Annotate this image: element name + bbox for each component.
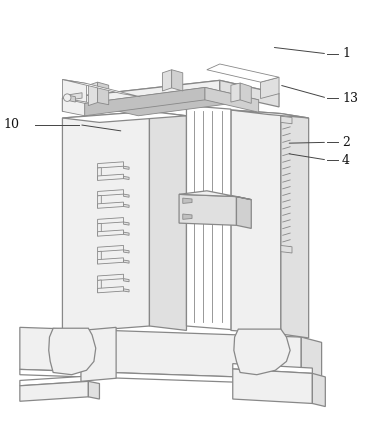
- Polygon shape: [98, 251, 101, 264]
- Polygon shape: [186, 106, 231, 329]
- Polygon shape: [281, 246, 292, 253]
- Polygon shape: [81, 327, 116, 381]
- Polygon shape: [98, 258, 124, 264]
- Polygon shape: [124, 176, 129, 179]
- Polygon shape: [261, 77, 279, 99]
- Polygon shape: [67, 93, 82, 100]
- Polygon shape: [62, 80, 220, 111]
- Text: 10: 10: [4, 118, 20, 131]
- Polygon shape: [49, 328, 96, 375]
- Text: 2: 2: [342, 136, 350, 149]
- Polygon shape: [233, 369, 312, 404]
- Polygon shape: [62, 98, 85, 116]
- Polygon shape: [207, 64, 279, 82]
- Polygon shape: [20, 376, 88, 386]
- Polygon shape: [162, 70, 172, 91]
- Polygon shape: [98, 162, 124, 168]
- Polygon shape: [183, 198, 192, 203]
- Polygon shape: [231, 110, 281, 334]
- Polygon shape: [124, 166, 129, 169]
- Text: 4: 4: [342, 154, 350, 166]
- Polygon shape: [62, 79, 86, 102]
- Polygon shape: [149, 111, 186, 330]
- Polygon shape: [179, 191, 251, 200]
- Polygon shape: [124, 204, 129, 207]
- Polygon shape: [85, 87, 205, 116]
- Text: 1: 1: [342, 48, 350, 60]
- Polygon shape: [98, 287, 124, 293]
- Polygon shape: [98, 195, 101, 208]
- Polygon shape: [183, 214, 192, 219]
- Polygon shape: [98, 230, 124, 236]
- Polygon shape: [98, 174, 124, 180]
- Polygon shape: [124, 279, 129, 282]
- Polygon shape: [62, 80, 279, 111]
- Polygon shape: [20, 369, 301, 385]
- Polygon shape: [124, 232, 129, 235]
- Polygon shape: [20, 327, 301, 379]
- Polygon shape: [231, 83, 240, 102]
- Polygon shape: [98, 82, 109, 105]
- Polygon shape: [62, 79, 140, 97]
- Polygon shape: [124, 250, 129, 253]
- Polygon shape: [240, 83, 251, 103]
- Polygon shape: [98, 202, 124, 208]
- Polygon shape: [98, 280, 101, 293]
- Polygon shape: [220, 80, 279, 107]
- Polygon shape: [124, 194, 129, 197]
- Polygon shape: [88, 381, 100, 399]
- Polygon shape: [98, 274, 124, 281]
- Polygon shape: [172, 70, 183, 91]
- Polygon shape: [301, 337, 321, 388]
- Polygon shape: [205, 87, 259, 112]
- Polygon shape: [231, 110, 309, 118]
- Polygon shape: [124, 260, 129, 263]
- Polygon shape: [98, 246, 124, 252]
- Polygon shape: [233, 364, 312, 373]
- Polygon shape: [88, 82, 98, 106]
- Polygon shape: [234, 329, 290, 375]
- Polygon shape: [124, 289, 129, 292]
- Polygon shape: [124, 222, 129, 225]
- Polygon shape: [62, 111, 186, 123]
- Polygon shape: [281, 114, 309, 338]
- Ellipse shape: [64, 94, 71, 101]
- Polygon shape: [237, 197, 251, 228]
- Polygon shape: [98, 190, 124, 196]
- Polygon shape: [312, 373, 325, 407]
- Polygon shape: [281, 116, 292, 124]
- Polygon shape: [98, 167, 101, 180]
- Polygon shape: [62, 111, 149, 333]
- Polygon shape: [98, 223, 101, 236]
- Polygon shape: [98, 218, 124, 224]
- Polygon shape: [85, 87, 259, 116]
- Text: 13: 13: [342, 91, 358, 105]
- Polygon shape: [179, 194, 237, 225]
- Polygon shape: [67, 95, 76, 102]
- Polygon shape: [20, 381, 88, 401]
